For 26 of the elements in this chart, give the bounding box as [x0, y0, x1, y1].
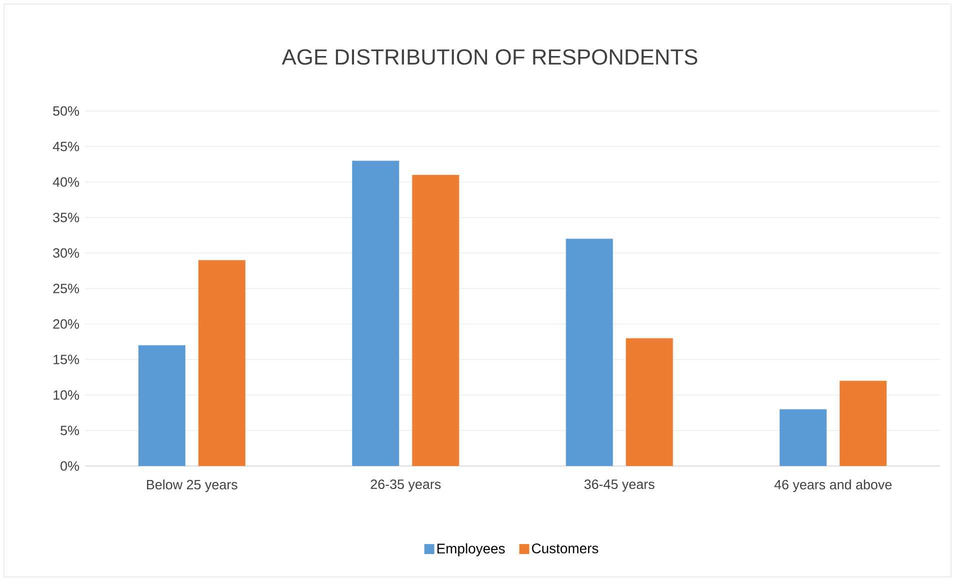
- x-tick-label: 46 years and above: [774, 480, 892, 492]
- bar: [198, 260, 246, 466]
- y-tick-label: 15%: [54, 354, 79, 364]
- y-tick-label: 25%: [53, 284, 79, 294]
- x-tick-label: Below 25 years: [147, 480, 238, 492]
- y-tick-label: 0%: [60, 461, 80, 471]
- bar: [412, 174, 460, 466]
- y-tick-label: 45%: [52, 142, 79, 152]
- x-tick-label: 36-45 years: [584, 480, 654, 492]
- bar: [626, 338, 673, 466]
- y-tick-label: 35%: [53, 212, 79, 222]
- y-tick-label: 10%: [54, 390, 79, 400]
- y-tick-label: 30%: [53, 248, 79, 258]
- legend-label: Employees: [437, 543, 505, 556]
- x-tick-label: 26-35 years: [370, 480, 441, 492]
- chart-title: AGE DISTRIBUTION OF RESPONDENTS: [282, 49, 698, 65]
- bar: [780, 409, 827, 466]
- bar: [352, 160, 400, 466]
- y-tick-label: 40%: [52, 177, 79, 187]
- y-tick-label: 50%: [53, 106, 79, 116]
- legend-label: Customers: [532, 543, 598, 554]
- y-tick-label: 20%: [53, 319, 79, 329]
- y-tick-label: 5%: [60, 426, 80, 436]
- bar: [566, 238, 613, 466]
- bar: [138, 345, 186, 466]
- bar: [840, 380, 887, 466]
